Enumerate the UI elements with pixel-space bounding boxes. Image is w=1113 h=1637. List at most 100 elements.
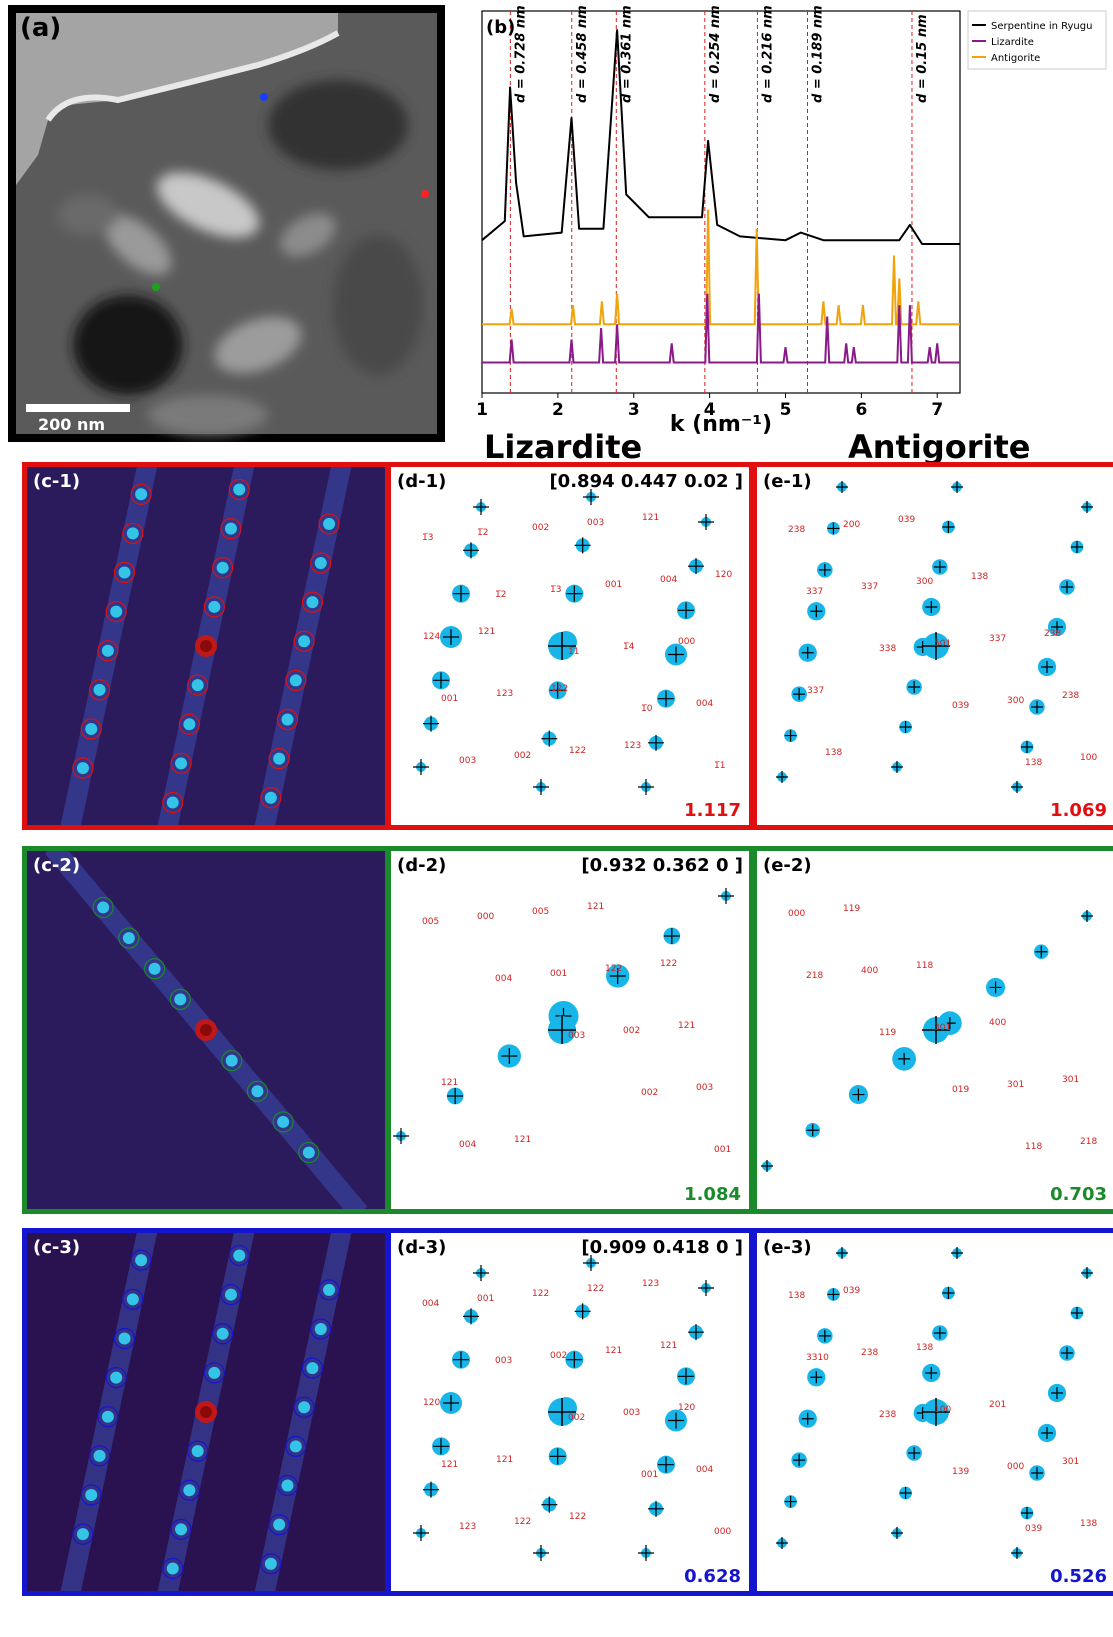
legend-entry: Lizardite <box>991 37 1034 48</box>
miller-index-label: 004 <box>495 974 512 984</box>
d-spacing-label: d = 0.458 nm <box>575 5 590 103</box>
reflection-cross <box>463 542 479 559</box>
spot-ring <box>260 787 282 809</box>
diffraction-spot <box>306 1362 319 1375</box>
lizardite-simulation: 1̅3 1̅2 1̅1 1̅0 1̅1 1̅2 1̅3 1̅4 004 003 002 001 000 0… <box>413 489 732 795</box>
miller-index-label: 003 <box>495 1356 512 1366</box>
spot-ring <box>310 552 332 574</box>
direct-beam-core <box>200 1024 212 1036</box>
reflection-cross <box>658 690 674 707</box>
miller-index-label: 122 <box>569 1512 586 1522</box>
diffraction-spot <box>314 557 327 570</box>
spot-ring <box>178 713 200 735</box>
d-spacing-label: d = 0.361 nm <box>619 5 634 103</box>
lizardite-match-score: 1.117 <box>684 800 741 821</box>
miller-index-label: 003 <box>623 1408 640 1418</box>
diffraction-spot <box>191 679 204 692</box>
lizardite-simulation: 004 003 002 001 000 001 002 003 004 123 122 121 120 1… <box>413 1255 731 1561</box>
diffraction-spot <box>281 1479 294 1492</box>
panel-d-label: (d-3) <box>397 1237 447 1258</box>
diffraction-pattern-panel: (c-2) <box>22 846 390 1214</box>
reflection-cross <box>1081 501 1093 513</box>
miller-index-label: 123 <box>459 1522 476 1532</box>
reflection-cross <box>1071 541 1083 553</box>
panel-c-label: (c-2) <box>33 855 81 876</box>
miller-index-label: 000 <box>477 912 494 922</box>
spot-ring <box>203 1362 225 1384</box>
lizardite-simulation: 005 004 003 002 001 000 001 002 003 004 005 122 121 1… <box>393 888 734 1155</box>
miller-index-label: 122 <box>587 1284 604 1294</box>
miller-index-label: 122 <box>569 746 586 756</box>
lizardite-match-score: 0.628 <box>684 1566 741 1587</box>
miller-index-label: 338 <box>879 644 896 654</box>
miller-index-label: 122 <box>605 964 622 974</box>
reflection-cross <box>784 729 797 742</box>
diffraction-spot <box>224 522 237 535</box>
x-tick-label: 5 <box>780 400 792 420</box>
diffraction-spot <box>85 1488 98 1501</box>
reflection-cross <box>793 688 806 701</box>
diffraction-spot <box>306 596 319 609</box>
spot-ring <box>318 1279 340 1301</box>
reflection-cross <box>1011 1547 1023 1559</box>
diffraction-spot <box>101 1410 114 1423</box>
miller-index-label: 001 <box>550 969 567 979</box>
miller-index-label: 300 <box>1007 696 1024 706</box>
miller-index-label: 337 <box>807 686 824 696</box>
legend: Serpentine in Ryugu Lizardite Antigorite <box>967 10 1107 70</box>
diffraction-spot <box>216 1327 229 1340</box>
spot-ring <box>92 896 114 919</box>
diffraction-spot <box>126 527 139 540</box>
antigorite-simulation: 337 338 039 138 238 337 501 300 100 200 300 337 238 1… <box>776 481 1097 793</box>
reflection-cross <box>533 779 549 795</box>
panel-e-label: (e-1) <box>763 471 812 492</box>
lizardite-simulation-panel: 005 004 003 002 001 000 001 002 003 004 005 122 121 1… <box>386 846 754 1214</box>
spot-ring <box>80 718 102 740</box>
diffraction-pattern-image <box>27 851 385 1209</box>
series-antigorite-line <box>482 209 960 326</box>
miller-index-label: 238 <box>1062 691 1079 701</box>
d-spacing-label: d = 0.15 nm <box>915 14 930 103</box>
miller-index-label: 337 <box>989 634 1006 644</box>
reflection-cross <box>1041 661 1053 673</box>
reflection-cross <box>423 715 439 732</box>
miller-index-label: 120 <box>678 1403 695 1413</box>
reflection-cross <box>1021 741 1033 753</box>
spot-ring <box>272 1111 294 1133</box>
panel-d-label: (d-1) <box>397 471 447 492</box>
diffraction-spot <box>281 713 294 726</box>
reflection-cross <box>908 1447 921 1459</box>
antigorite-match-score: 1.069 <box>1050 800 1107 821</box>
miller-index-label: 118 <box>916 961 933 971</box>
reflection-cross <box>658 1456 674 1473</box>
panel-c-label: (c-3) <box>33 1237 81 1258</box>
diffraction-spot <box>76 762 89 775</box>
reflection-cross <box>761 1160 773 1172</box>
header-antigorite: Antigorite <box>848 428 1031 466</box>
spot-ring <box>220 518 242 540</box>
miller-index-label: 300 <box>916 577 933 587</box>
reflection-cross <box>583 489 599 505</box>
diffraction-spot <box>118 566 131 579</box>
miller-index-label: 122 <box>532 1289 549 1299</box>
miller-index-label: 139 <box>952 1467 969 1477</box>
spot-ring <box>162 1557 184 1580</box>
spot-ring <box>80 1484 102 1506</box>
miller-index-label: 1̅3 <box>422 533 433 543</box>
miller-index-label: 124 <box>423 632 440 642</box>
miller-index-label: 002 <box>568 1413 585 1423</box>
miller-index-label: 121 <box>587 902 604 912</box>
diffraction-spot <box>110 605 123 618</box>
reflection-cross <box>473 1265 489 1281</box>
diffraction-spot <box>208 1366 221 1379</box>
diffraction-pattern-image <box>27 1233 385 1591</box>
diffraction-spot <box>93 683 106 696</box>
reflection-cross <box>583 1255 599 1271</box>
reflection-cross <box>818 1329 831 1342</box>
x-tick-label: 1 <box>476 400 488 420</box>
diffraction-spot <box>298 635 311 648</box>
antigorite-simulation-panel: 218 119 019 118 000 400 301 301 218 119 118 400 301 (… <box>752 846 1113 1214</box>
red-marker <box>421 190 429 198</box>
reflection-cross <box>678 1368 694 1385</box>
antigorite-match-score: 0.526 <box>1050 1566 1107 1587</box>
